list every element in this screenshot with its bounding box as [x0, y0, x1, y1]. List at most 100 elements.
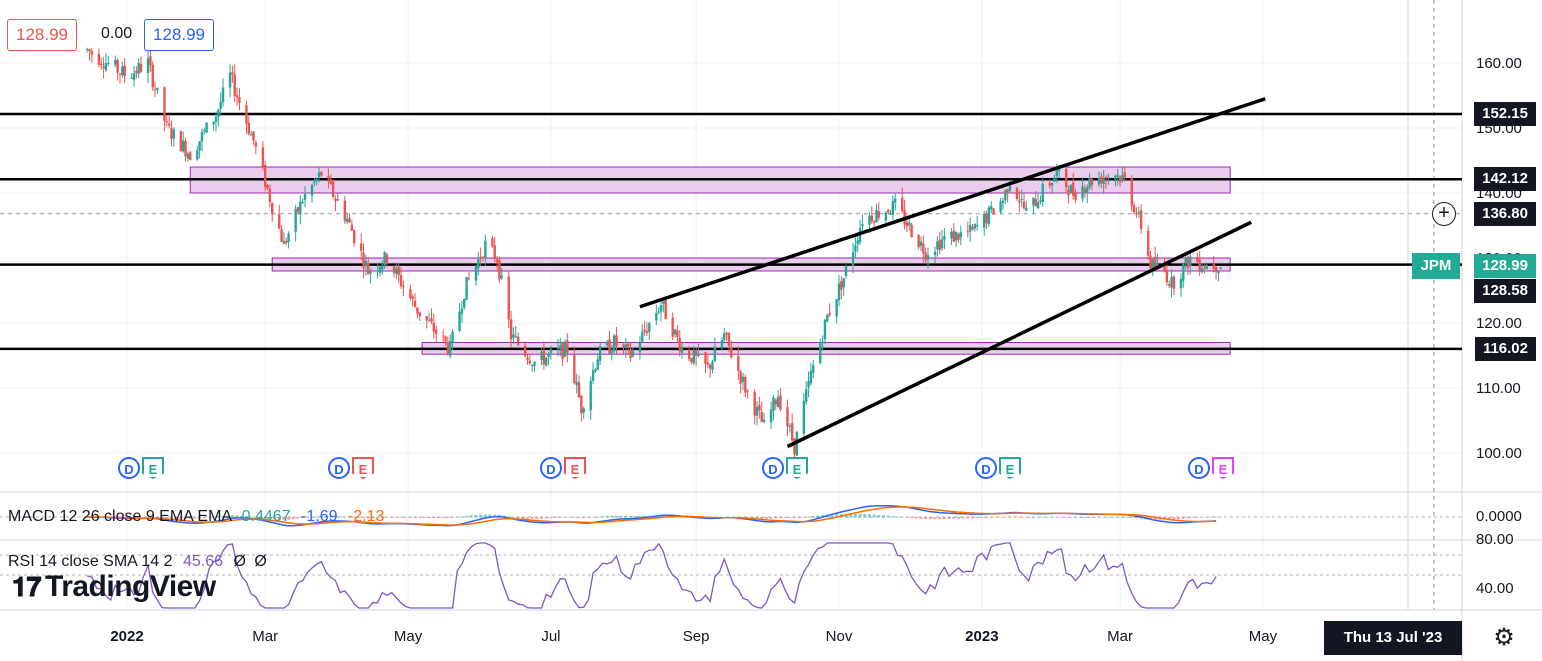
macd-histogram-bar	[830, 514, 834, 518]
candle-body	[198, 141, 201, 151]
candle-body	[132, 73, 136, 81]
dividend-icon[interactable]: D	[540, 457, 562, 479]
time-tick-label: 2022	[110, 628, 143, 645]
macd-histogram-bar	[938, 517, 942, 520]
candle-body	[1116, 174, 1119, 177]
candle-body	[449, 340, 452, 356]
candle-body	[680, 348, 684, 353]
macd-pane	[0, 504, 1462, 527]
candle-body	[481, 257, 485, 259]
candle-body	[809, 370, 813, 384]
event-markers-3[interactable]: D E	[540, 457, 586, 479]
macd-histogram-bar	[1200, 517, 1204, 518]
event-markers-4[interactable]: D E	[762, 457, 808, 479]
candle-body	[137, 63, 140, 74]
macd-histogram-bar	[760, 517, 764, 519]
event-markers-1[interactable]: D E	[118, 457, 164, 479]
candle-body	[364, 260, 368, 267]
price-tag-128: 128.58	[1474, 279, 1536, 303]
candle-body	[1114, 176, 1117, 180]
macd-histogram-bar	[408, 517, 412, 518]
candle-body	[1055, 170, 1059, 176]
dividend-icon[interactable]: D	[328, 457, 350, 479]
candle-body	[493, 245, 496, 259]
dividend-icon[interactable]: D	[762, 457, 784, 479]
macd-histogram-bar	[474, 514, 478, 518]
macd-histogram-bar	[198, 517, 202, 519]
candle-body	[1048, 182, 1051, 186]
earnings-icon[interactable]: E	[999, 457, 1021, 479]
candle-body	[1163, 263, 1166, 271]
macd-histogram-bar	[329, 515, 333, 518]
event-markers-5[interactable]: D E	[975, 457, 1021, 479]
add-alert-plus-icon[interactable]: +	[1432, 202, 1456, 226]
macd-histogram-bar	[985, 517, 989, 518]
candle-body	[746, 390, 749, 392]
candle-body	[378, 267, 382, 274]
macd-histogram-bar	[287, 517, 291, 520]
candle-body	[966, 231, 970, 233]
macd-histogram-bar	[348, 516, 351, 518]
candle-body	[1088, 177, 1091, 188]
dividend-icon[interactable]: D	[975, 457, 997, 479]
macd-histogram-bar	[643, 515, 647, 518]
macd-histogram-bar	[568, 516, 572, 518]
candle-body	[228, 72, 232, 88]
candle-body	[1022, 201, 1026, 209]
rsi-legend[interactable]: RSI 14 close SMA 14 2 45.66 Ø Ø	[8, 553, 267, 571]
earnings-icon[interactable]: E	[142, 457, 164, 479]
macd-histogram-bar	[980, 517, 984, 519]
candle-body	[1205, 264, 1208, 270]
candle-body	[664, 298, 667, 320]
event-markers-6[interactable]: D E	[1188, 457, 1234, 479]
dividend-icon[interactable]: D	[1188, 457, 1210, 479]
macd-histogram-bar	[774, 517, 778, 519]
macd-histogram-bar	[207, 517, 211, 518]
time-tick-label: Mar	[1107, 628, 1133, 645]
candle-body	[221, 87, 225, 103]
candle-body	[901, 197, 904, 211]
macd-histogram-bar	[460, 516, 464, 518]
macd-histogram-bar	[1022, 517, 1026, 518]
open-price-box[interactable]: 128.99	[7, 19, 77, 51]
earnings-icon[interactable]: E	[352, 457, 374, 479]
macd-histogram-bar	[685, 517, 689, 518]
candle-body	[484, 240, 487, 259]
macd-histogram-bar	[558, 517, 562, 518]
candle-body	[1130, 178, 1133, 206]
macd-histogram-bar	[216, 516, 220, 518]
candle-body	[643, 329, 646, 332]
event-markers-2[interactable]: D E	[328, 457, 374, 479]
close-price-box[interactable]: 128.99	[144, 19, 214, 51]
earnings-icon[interactable]: E	[786, 457, 808, 479]
candle-body	[1041, 184, 1044, 203]
macd-histogram-bar	[896, 516, 900, 518]
candle-body	[872, 221, 876, 223]
earnings-icon[interactable]: E	[564, 457, 586, 479]
dividend-icon[interactable]: D	[118, 457, 140, 479]
earnings-icon[interactable]: E	[1212, 457, 1234, 479]
candle-body	[301, 201, 304, 203]
macd-histogram-bar	[394, 517, 398, 518]
candle-body	[285, 240, 288, 244]
candle-body	[840, 281, 843, 290]
macd-histogram-bar	[446, 517, 450, 518]
time-axis[interactable]: 2022 Mar May Jul Sep Nov 2023 Mar May	[110, 628, 1277, 645]
macd-histogram-bar	[179, 517, 183, 519]
candle-body	[444, 336, 447, 342]
macd-histogram-bar	[1041, 517, 1045, 518]
macd-legend[interactable]: MACD 12 26 close 9 EMA EMA 0.4467 -1.69 …	[8, 508, 384, 526]
candle-body	[360, 243, 363, 251]
macd-histogram-bar	[465, 515, 469, 518]
candle-body	[610, 350, 614, 354]
macd-histogram-bar	[989, 517, 993, 518]
candle-body	[460, 308, 464, 314]
price-tick-label: 160.00	[1476, 55, 1522, 72]
gear-icon[interactable]: ⚙	[1493, 624, 1515, 651]
candle-body	[146, 58, 150, 73]
macd-histogram-bar	[479, 514, 483, 518]
macd-histogram-bar	[1120, 517, 1124, 518]
candle-body	[737, 356, 740, 371]
macd-histogram-bar	[797, 517, 801, 519]
